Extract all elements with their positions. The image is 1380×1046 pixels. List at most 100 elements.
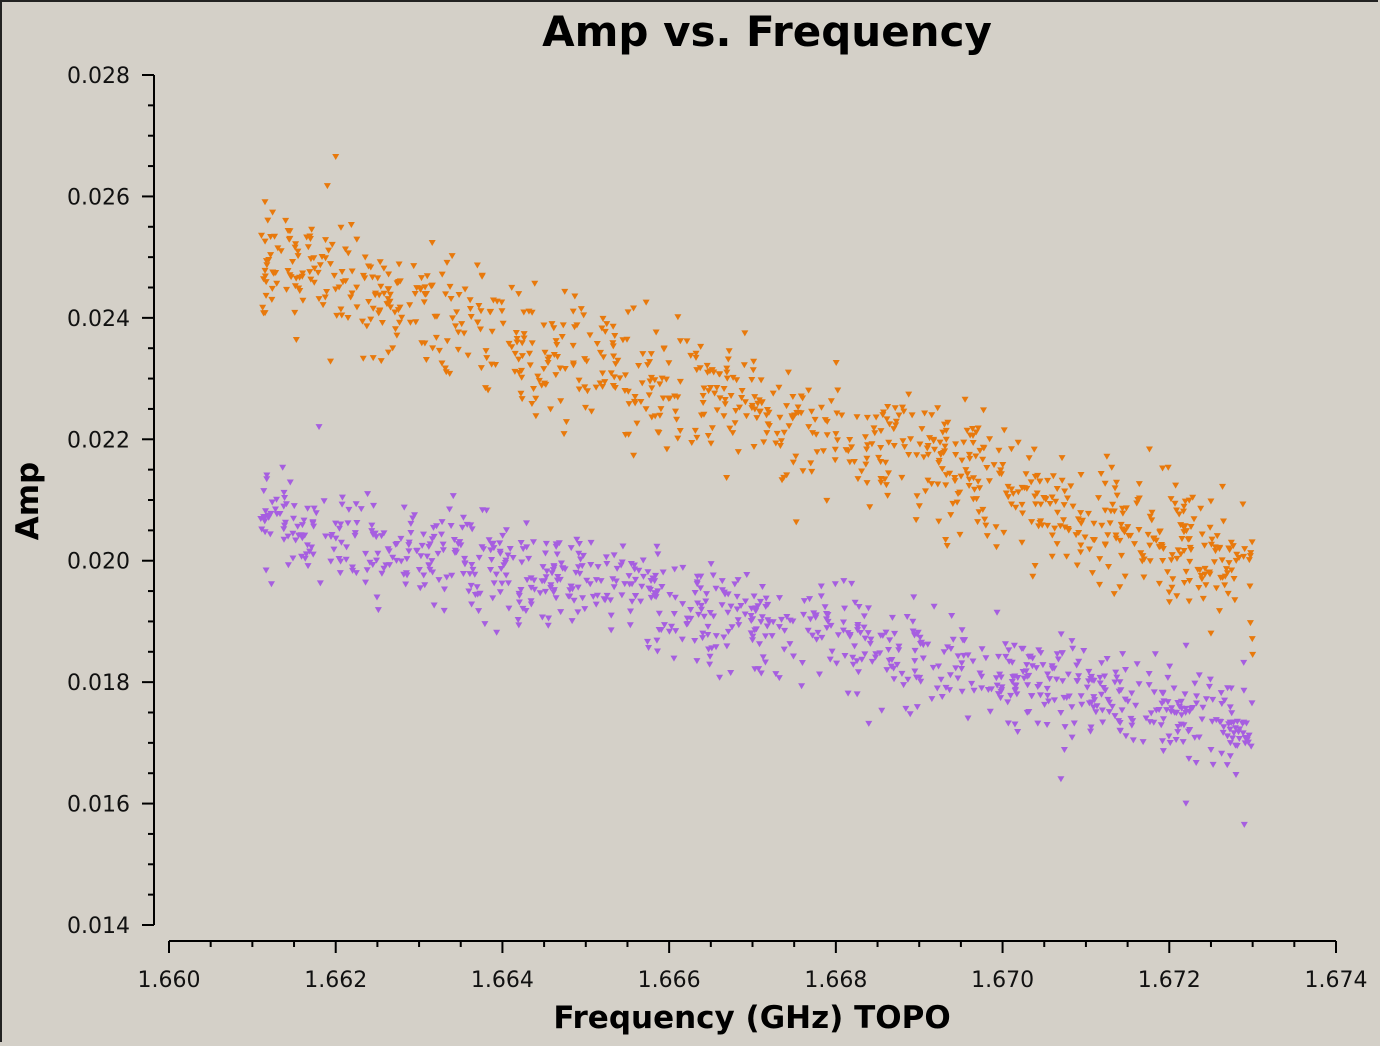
data-point (1248, 700, 1256, 707)
data-point (1059, 678, 1067, 685)
data-point (861, 635, 869, 642)
data-point (544, 356, 552, 363)
data-point (571, 293, 579, 300)
data-point (440, 586, 448, 593)
data-point (451, 547, 459, 554)
data-point (420, 531, 428, 538)
data-point (666, 395, 674, 402)
data-point (692, 350, 700, 357)
data-point (520, 331, 528, 338)
data-point (1118, 526, 1126, 533)
data-point (1231, 742, 1239, 749)
data-point (1007, 692, 1015, 699)
data-point (599, 315, 607, 322)
data-point (1164, 699, 1172, 706)
data-point (997, 695, 1005, 702)
data-point (581, 384, 589, 391)
data-point (1022, 668, 1030, 675)
data-point (548, 570, 556, 577)
data-point (951, 475, 959, 482)
data-point (651, 593, 659, 600)
data-point (860, 624, 868, 631)
data-point (1097, 691, 1105, 698)
data-point (965, 483, 973, 490)
data-point (870, 425, 878, 432)
data-point (1145, 446, 1153, 453)
data-point (658, 583, 666, 590)
data-point (276, 511, 284, 518)
data-point (294, 523, 302, 530)
data-point (1098, 707, 1106, 714)
data-point (951, 478, 959, 485)
data-point (1078, 701, 1086, 708)
data-point (943, 543, 951, 550)
data-point (1023, 662, 1031, 669)
data-point (304, 244, 312, 251)
data-point (544, 360, 552, 367)
data-point (339, 279, 347, 286)
data-point (603, 561, 611, 568)
data-point (670, 610, 678, 617)
data-point (1067, 483, 1075, 490)
data-point (892, 418, 900, 425)
data-point (454, 346, 462, 353)
data-point (1129, 737, 1137, 744)
data-point (1167, 557, 1175, 564)
data-point (660, 622, 668, 629)
data-point (489, 540, 497, 547)
data-point (607, 627, 615, 634)
data-point (1000, 529, 1008, 536)
data-point (639, 573, 647, 580)
data-point (1104, 532, 1112, 539)
data-point (979, 444, 987, 451)
data-point (448, 572, 456, 579)
data-point (1068, 734, 1076, 741)
data-point (906, 711, 914, 718)
data-point (289, 259, 297, 266)
data-point (692, 354, 700, 361)
data-point (473, 262, 481, 269)
data-point (892, 422, 900, 429)
data-point (723, 475, 731, 482)
data-point (579, 595, 587, 602)
data-point (377, 283, 385, 290)
data-point (466, 297, 474, 304)
data-point (528, 340, 536, 347)
data-point (616, 375, 624, 382)
data-point (576, 570, 584, 577)
data-point (1069, 503, 1077, 510)
data-point (995, 447, 1003, 454)
data-point (468, 601, 476, 608)
data-point (1009, 490, 1017, 497)
data-point (958, 660, 966, 667)
data-point (1159, 748, 1167, 755)
data-point (1235, 735, 1243, 742)
data-point (638, 380, 646, 387)
data-point (639, 351, 647, 358)
data-point (353, 520, 361, 527)
data-point (527, 601, 535, 608)
data-point (879, 412, 887, 419)
data-point (754, 603, 762, 610)
data-point (519, 605, 527, 612)
data-point (1170, 685, 1178, 692)
data-point (1014, 489, 1022, 496)
data-point (885, 647, 893, 654)
data-point (648, 385, 656, 392)
data-point (904, 676, 912, 683)
data-point (805, 424, 813, 431)
data-point (1192, 700, 1200, 707)
data-point (518, 559, 526, 566)
data-point (351, 532, 359, 539)
data-point (1224, 685, 1232, 692)
data-point (1098, 522, 1106, 529)
data-point (653, 648, 661, 655)
data-point (942, 482, 950, 489)
data-point (979, 456, 987, 463)
data-point (417, 553, 425, 560)
data-point (1135, 495, 1143, 502)
data-point (325, 247, 333, 254)
data-point (1168, 705, 1176, 712)
data-point (1164, 674, 1172, 681)
data-point (718, 578, 726, 585)
